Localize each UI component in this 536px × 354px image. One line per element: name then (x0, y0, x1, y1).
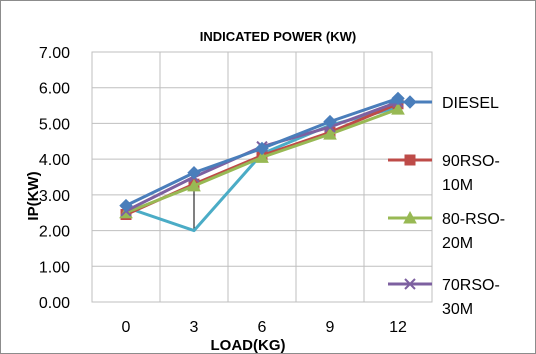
x-tick-label: 0 (122, 319, 131, 336)
series-diesel (119, 91, 405, 213)
legend-label: DIESEL (442, 95, 499, 112)
y-tick-label: 7.00 (39, 45, 70, 62)
y-tick-labels: 0.00 1.00 2.00 3.00 4.00 5.00 6.00 7.00 (39, 45, 70, 312)
chart-title: INDICATED POWER (KW) (200, 29, 356, 44)
data-series (119, 91, 405, 233)
x-tick-label: 9 (326, 319, 335, 336)
x-tick-labels: 0 3 6 9 12 (122, 319, 407, 336)
x-axis-title: LOAD(KG) (211, 337, 286, 354)
y-tick-label: 5.00 (39, 116, 70, 133)
legend-marker (403, 210, 417, 224)
legend-marker (404, 154, 416, 166)
data-point (323, 127, 337, 140)
y-tick-label: 0.00 (39, 295, 70, 312)
data-point (255, 150, 269, 163)
legend-item: 70RSO- 30M (388, 277, 500, 318)
legend-label: 90RSO- (442, 153, 500, 170)
y-tick-label: 3.00 (39, 188, 70, 205)
data-point (187, 166, 201, 180)
y-tick-label: 1.00 (39, 259, 70, 276)
legend-label: 30M (442, 301, 473, 318)
legend-item: 80-RSO- 20M (388, 210, 505, 252)
legend-marker (404, 278, 416, 290)
legend-marker (403, 95, 417, 109)
x-tick-label: 6 (258, 319, 267, 336)
data-point (391, 102, 405, 115)
legend-item: DIESEL (388, 95, 499, 112)
series-80-rso-20m (119, 102, 405, 219)
legend-label: 70RSO- (442, 277, 500, 294)
x-tick-label: 12 (389, 319, 407, 336)
legend-label: 80-RSO- (442, 211, 505, 228)
x-tick-label: 3 (190, 319, 199, 336)
y-tick-label: 2.00 (39, 224, 70, 241)
data-point (187, 178, 201, 192)
y-axis-title: IP(KW) (25, 171, 42, 220)
data-point (119, 198, 133, 213)
legend: DIESEL 90RSO- 10M 80-RSO- 20M 70RSO- 30M (388, 95, 505, 318)
y-tick-label: 6.00 (39, 81, 70, 98)
legend-label: 20M (442, 235, 473, 252)
data-point (323, 114, 337, 129)
data-point (255, 141, 269, 156)
legend-label: 10M (442, 177, 473, 194)
y-tick-label: 4.00 (39, 152, 70, 169)
legend-item: 90RSO- 10M (388, 153, 500, 194)
